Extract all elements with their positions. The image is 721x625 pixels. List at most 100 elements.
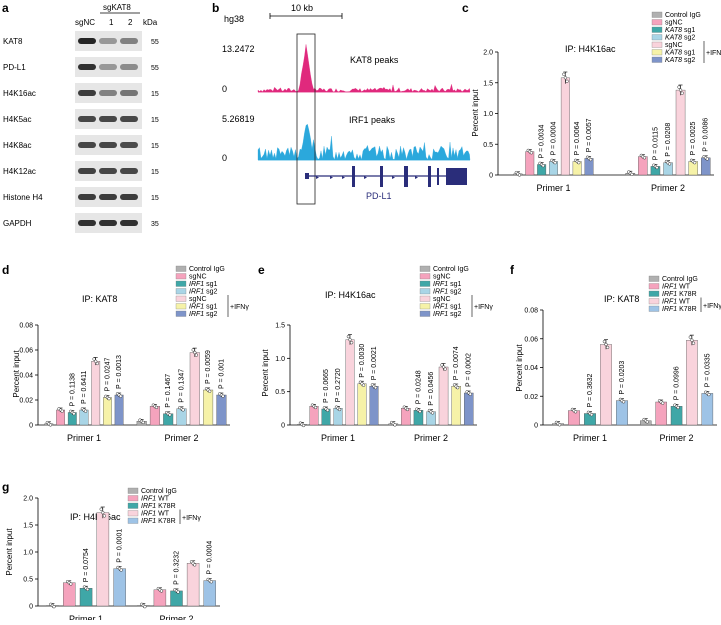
track-irf1-signal [257,123,471,161]
chart-c-legend-label-6: KAT8 sg2 [665,57,695,64]
chart-g-bar-0-2 [79,588,93,607]
chart-f-legend-label-4: IRF1 K78R [662,306,697,313]
chart-g-legend-swatch-0 [127,487,139,494]
chart-d-bar-1-4 [189,352,200,426]
chart-d-point-1-4-2 [194,353,199,357]
chart-g-bar-0-1 [63,582,76,607]
lane-label-2: 2 [128,18,133,27]
chart-c-legend-swatch-4 [651,41,663,48]
blot-band-4-3 [120,116,138,122]
chart-d-legend-swatch-4 [175,295,187,302]
chart-f-point-0-1-2 [573,410,578,414]
chart-e-pvalue-2: P = 0.0030 [359,344,366,378]
genome-build: hg38 [224,14,244,24]
chart-g-bar-0-4 [113,568,126,607]
pdl1-gene-model: ▸ ▸ ▸ ▸ ▸ ▸ PD-L1 [305,166,467,201]
chart-f-point-0-2-2 [589,413,594,417]
chart-g-pvalue-2: P = 0.3232 [174,551,181,585]
chart-g-legend-label-3: IRF1 WT [141,511,170,518]
chart-e-legend-text-6: sg2 [448,311,461,318]
kat8-track-name: KAT8 peaks [350,55,399,65]
chart-f-title: IP: KAT8 [604,294,639,304]
chart-c-legend-text-0: Control IgG [665,12,701,19]
chart-d-ytick-label-1: 0.02 [19,398,33,405]
chart-f-pvalue-1: P = 0.0203 [619,361,626,395]
chart-f-point-0-3-2 [605,345,610,350]
chart-g-point-0-3-0 [99,507,103,511]
chart-e-legend-text-1: sgNC [433,274,451,281]
chart-e-bar-1-6 [464,392,474,426]
chart-f-legend-label-0: Control IgG [662,276,698,283]
chart-d-pvalue-3: P = 0.0013 [116,355,123,389]
chart-g-legend-text-3: WT [156,511,170,518]
blot-band-6-1 [78,168,96,174]
chart-g-legend-label-4: IRF1 K78R [141,518,176,525]
chart-c-legend-label-1: sgNC [665,20,683,27]
blot-band-5-2 [99,142,117,148]
chart-c-point-0-4-2 [565,79,569,83]
chart-panel-e: e IP: H4K16ac Percent input 0 0.5 1.0 1.5 Prime… [258,263,493,443]
blot-band-6-2 [99,168,117,174]
chart-e-legend-swatch-5 [419,303,431,310]
chart-e-point-1-2-2 [418,409,422,414]
chart-g-legend-swatch-2 [127,502,139,509]
chart-c-point-0-0-2 [517,173,522,177]
chart-f-ytick-label-4: 0.08 [524,308,538,315]
chart-e-legend-italic-3: IRF1 [433,289,448,296]
strand-arrow-5: ▸ [392,175,395,181]
chart-f-pvalue-3: P = 0.0335 [704,353,711,387]
chart-c-point-1-3-2 [667,162,672,166]
chart-d-point-0-6-2 [119,394,123,398]
blot-band-5-1 [78,142,96,148]
chart-f-xlabel-1: Primer 2 [659,433,693,443]
chart-c-point-0-6-2 [589,157,593,162]
blot-band-7-2 [99,194,117,200]
chart-f-point-1-1-2 [661,401,665,405]
chart-g-point-1-4-2 [209,580,213,584]
blot-band-3-2 [99,90,117,96]
blot-band-1-2 [99,38,117,44]
chart-d-legend-italic-2: IRF1 [189,281,204,288]
chart-g-legend-italic-1: IRF1 [141,496,156,503]
chart-e-ytick-label-3: 1.5 [275,323,285,330]
chart-f-ytick-label-0: 0 [534,423,538,430]
chart-d-pvalue-1: P = 0.6411 [81,370,88,404]
chart-d-bar-0-6 [114,394,124,426]
chart-g-point-0-1-2 [69,582,73,586]
chart-d-legend-label-3: IRF1 sg2 [189,289,218,296]
chart-c-pvalue-0: P = 0.0034 [539,124,546,158]
chart-c-point-0-4-1 [563,76,568,80]
blot-label-8: GAPDH [3,219,32,228]
chart-f-point-0-4-2 [621,400,626,404]
chart-g-ytick-label-0: 0 [29,604,33,611]
chart-e-point-0-4-1 [348,338,352,342]
chart-g-pvalue-0: P = 0.0754 [83,548,90,582]
blot-label-6: H4K12ac [3,167,36,176]
chart-f-bar-0-4 [616,400,628,426]
chart-g-legend-label-2: IRF1 K78R [141,503,176,510]
chart-e-legend-label-4: sgNC [433,296,451,303]
chart-c-point-1-6-2 [705,157,709,161]
blot-label-3: H4K16ac [3,89,36,98]
chart-e-bar-0-5 [357,383,367,426]
chart-e-point-1-1-2 [405,407,410,412]
chart-g-point-0-3-2 [102,514,107,518]
chart-e-pvalue-7: P = 0.0002 [466,353,473,387]
chart-d-legend-label-0: Control IgG [189,266,225,273]
chart-e-xlabel-0: Primer 1 [321,433,355,443]
chart-panel-c: c IP: H4K16ac Percent input 0 0.5 1.0 1.5 2.0 Pr… [462,1,721,193]
chart-c-legend-italic-2: KAT8 [665,27,682,34]
chart-c-ytick-label-2: 1.0 [483,111,493,118]
blot-band-4-2 [99,116,117,122]
exon-utr [446,168,467,185]
chart-e-point-0-6-2 [373,386,378,390]
chart-g-legend-swatch-3 [127,510,139,517]
chart-d-legend-text-4: sgNC [189,296,207,303]
blot-label-1: KAT8 [3,37,23,46]
irf1-track-ymin: 0 [222,153,227,163]
chart-e-point-1-5-2 [456,386,460,390]
chart-e-legend-italic-5: IRF1 [433,304,448,311]
chart-e-bar-1-4 [438,366,449,426]
chart-c-legend-swatch-0 [651,11,663,18]
chart-e-bar-0-2 [321,408,331,426]
